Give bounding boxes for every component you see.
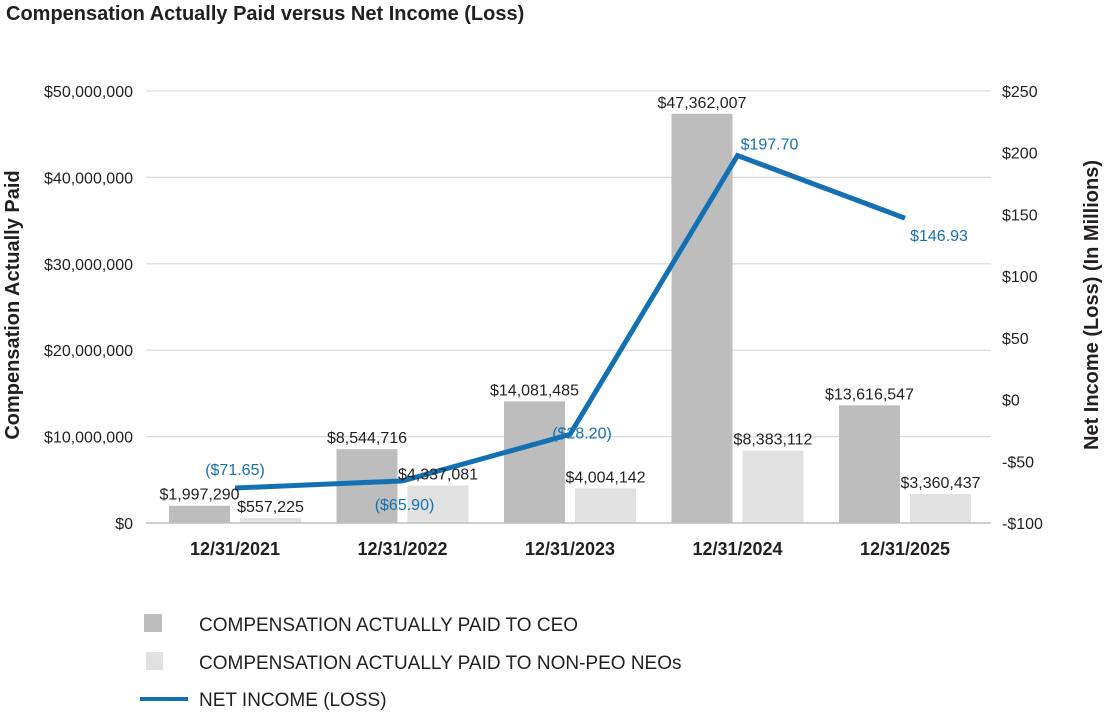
right-tick-label: -$50	[1002, 454, 1034, 471]
net-income-label: ($71.65)	[205, 462, 265, 479]
net-income-label: ($65.90)	[375, 497, 435, 514]
bar-label-ceo: $8,544,716	[327, 430, 407, 447]
right-axis-ticks: -$100 -$50 $0 $50 $100 $150 $200 $250	[1002, 84, 1043, 533]
left-axis-ticks: $0 $10,000,000 $20,000,000 $30,000,000 $40,0…	[44, 84, 133, 533]
net-income-label: $197.70	[741, 137, 799, 154]
data-labels: $1,997,290$557,225 $8,544,716 $4,337,081 $1…	[159, 95, 980, 516]
bar-non-peo-neo	[910, 493, 971, 523]
legend-label-ceo: COMPENSATION ACTUALLY PAID TO CEO	[199, 615, 578, 636]
x-tick-label: 12/31/2025	[860, 539, 950, 559]
bar-label-non-peo-neo: $4,337,081	[398, 467, 478, 484]
net-income-label: $146.93	[910, 228, 968, 245]
bar-ceo	[169, 505, 230, 523]
right-tick-label: $0	[1002, 393, 1020, 410]
bar-ceo	[504, 401, 565, 523]
right-tick-label: $200	[1002, 146, 1038, 163]
right-tick-label: $100	[1002, 269, 1038, 286]
left-axis-title: Compensation Actually Paid	[2, 170, 24, 439]
left-tick-label: $0	[115, 516, 133, 533]
bar-label-non-peo-neo: $4,004,142	[565, 469, 645, 486]
right-tick-label: $250	[1002, 84, 1038, 101]
net-income-line-group	[234, 152, 906, 491]
left-tick-label: $20,000,000	[44, 343, 133, 360]
bar-label-ceo: $13,616,547	[825, 386, 914, 403]
left-tick-label: $40,000,000	[44, 170, 133, 187]
legend-swatch-non-peo-neo	[146, 652, 163, 670]
bar-non-peo-neo	[240, 518, 301, 523]
bar-non-peo-neo	[407, 485, 469, 523]
left-tick-label: $10,000,000	[44, 430, 133, 447]
legend-swatch-ceo	[144, 614, 162, 632]
bars	[169, 113, 971, 523]
left-tick-label: $50,000,000	[44, 84, 133, 101]
bar-ceo	[839, 405, 900, 523]
net-income-label: ($28.20)	[552, 425, 612, 442]
legend-label-non-peo-neo: COMPENSATION ACTUALLY PAID TO NON-PEO NE…	[199, 653, 682, 674]
right-tick-label: $50	[1002, 331, 1029, 348]
legend-label-net-income: NET INCOME (LOSS)	[199, 690, 387, 711]
bar-label-ceo: $47,362,007	[658, 95, 747, 112]
bar-label-non-peo-neo: $8,383,112	[734, 432, 813, 449]
right-tick-label: -$100	[1002, 516, 1043, 533]
right-tick-label: $150	[1002, 207, 1038, 224]
chart-title: Compensation Actually Paid versus Net In…	[6, 3, 524, 25]
bar-label-ceo: $14,081,485	[490, 382, 579, 399]
bar-ceo	[336, 449, 398, 523]
x-tick-label: 12/31/2021	[190, 539, 280, 559]
bar-label-non-peo-neo: $3,360,437	[900, 475, 980, 492]
right-axis-title: Net Income (Loss) (In Millions)	[1081, 160, 1103, 450]
bar-non-peo-neo	[742, 450, 804, 523]
left-tick-label: $30,000,000	[44, 257, 133, 274]
bar-label-non-peo-neo: $557,225	[237, 499, 304, 516]
legend: COMPENSATION ACTUALLY PAID TO CEO COMPENS…	[140, 614, 682, 711]
x-tick-label: 12/31/2023	[525, 539, 615, 559]
x-tick-label: 12/31/2022	[357, 539, 447, 559]
bar-non-peo-neo	[575, 488, 636, 523]
x-tick-label: 12/31/2024	[692, 539, 782, 559]
x-axis-ticks: 12/31/2021 12/31/2022 12/31/2023 12/31/2024…	[190, 539, 950, 559]
bar-label-ceo: $1,997,290	[159, 487, 239, 504]
